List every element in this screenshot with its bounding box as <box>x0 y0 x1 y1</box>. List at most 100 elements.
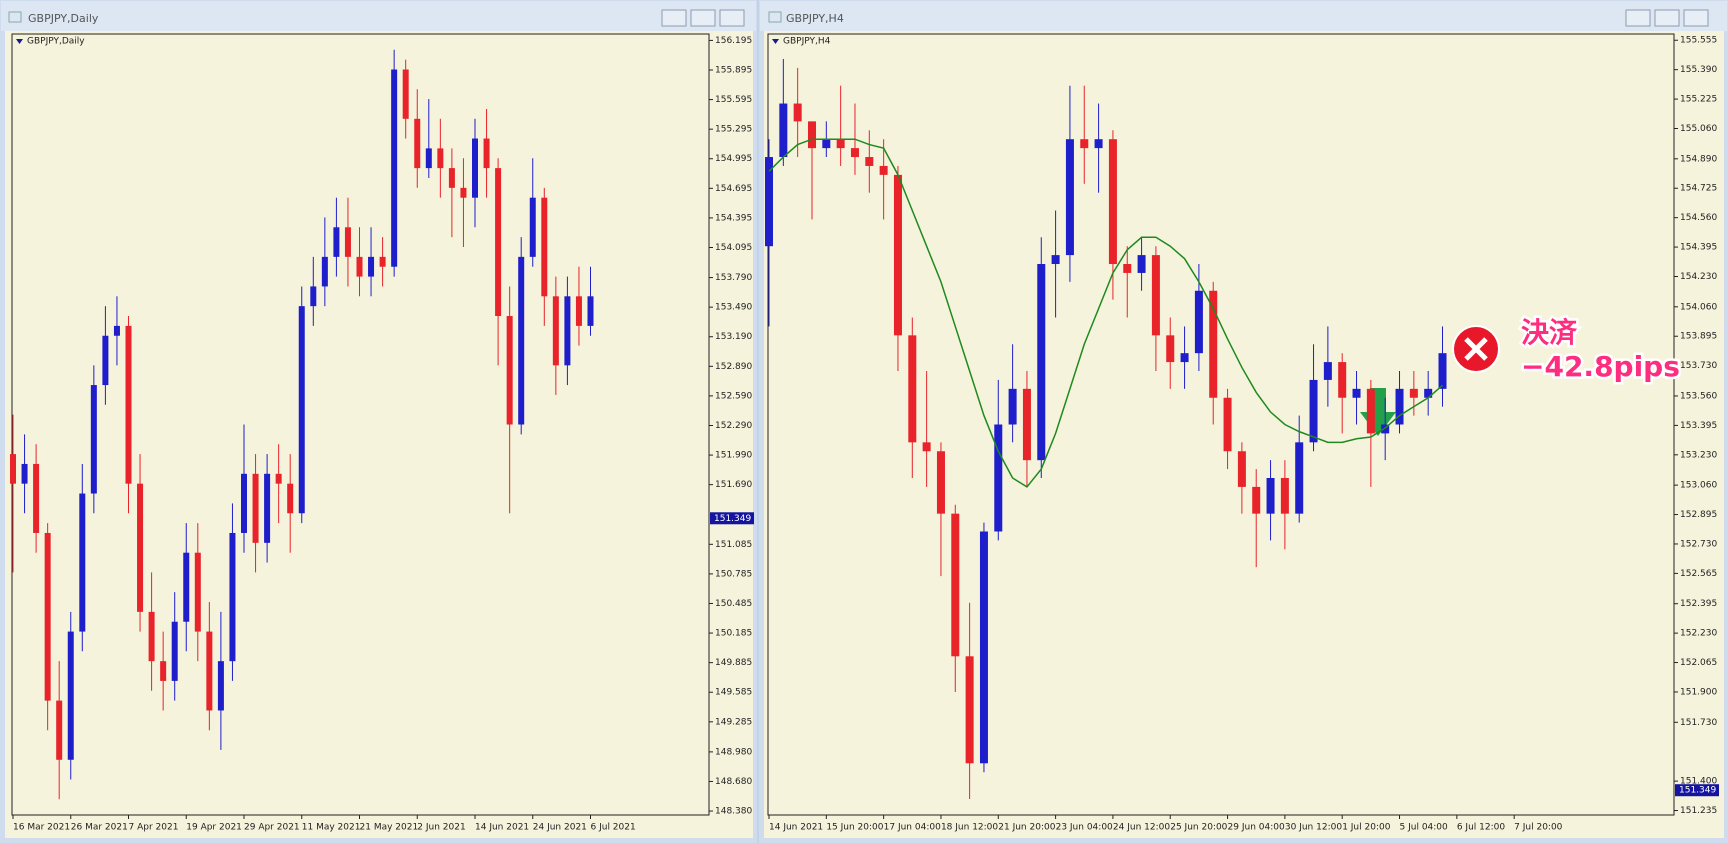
candle-body <box>402 69 409 119</box>
candle-body <box>879 165 888 175</box>
y-tick-label: 151.990 <box>715 451 752 461</box>
candle-body <box>379 256 386 267</box>
candle-body <box>518 256 525 425</box>
chart-label-icon <box>772 39 779 44</box>
close-button[interactable] <box>719 9 745 27</box>
x-tick-label: 25 Jun 20:00 <box>1170 823 1227 833</box>
candle-body <box>1137 255 1146 273</box>
candle-body <box>171 621 178 681</box>
candle-body <box>1151 255 1160 336</box>
y-tick-label: 150.785 <box>715 569 752 579</box>
candle-body <box>1395 388 1404 425</box>
candle-body <box>321 256 328 287</box>
candle-body <box>1080 139 1089 149</box>
minimize-button[interactable] <box>661 9 687 27</box>
x-tick-label: 7 Apr 2021 <box>129 823 179 833</box>
x-tick-label: 14 Jun 2021 <box>769 823 823 833</box>
y-tick-label: 148.680 <box>715 777 752 787</box>
candle-body <box>865 157 874 166</box>
y-tick-label: 153.730 <box>1680 361 1717 371</box>
y-tick-label: 153.560 <box>1680 391 1717 401</box>
x-tick-label: 23 Jun 04:00 <box>1056 823 1113 833</box>
y-tick-label: 153.395 <box>1680 421 1717 431</box>
candle-body <box>1295 442 1304 514</box>
y-tick-label: 152.590 <box>715 391 752 401</box>
x-tick-label: 1 Jul 20:00 <box>1342 823 1391 833</box>
candle-body <box>1438 353 1447 389</box>
maximize-button[interactable] <box>690 9 716 27</box>
plot-frame <box>767 33 1675 816</box>
candle-body <box>448 168 455 188</box>
current-price-label: 151.349 <box>1679 786 1716 796</box>
annotation: −42.8pips <box>1521 350 1680 383</box>
candle-body <box>67 631 74 760</box>
candle-body <box>1223 397 1232 452</box>
y-tick-label: 152.565 <box>1680 569 1717 579</box>
candle-body <box>575 296 582 326</box>
y-tick-label: 149.585 <box>715 688 752 698</box>
candle-body <box>994 424 1003 532</box>
y-tick-label: 155.555 <box>1680 36 1717 46</box>
maximize-button[interactable] <box>1654 9 1680 27</box>
chart-label: GBPJPY,Daily <box>27 37 85 47</box>
y-tick-label: 148.380 <box>715 807 752 817</box>
y-tick-label: 151.690 <box>715 480 752 490</box>
candle-body <box>1065 139 1074 256</box>
candle-body <box>264 473 271 543</box>
candle-body <box>822 139 831 149</box>
window-buttons[interactable] <box>661 9 1709 27</box>
candle-body <box>936 451 945 514</box>
candle-body <box>965 656 974 764</box>
candle-body <box>1280 477 1289 514</box>
candle-body <box>1323 362 1332 380</box>
candle-body <box>414 118 421 169</box>
y-tick-label: 150.185 <box>715 629 752 639</box>
y-tick-label: 153.490 <box>715 303 752 313</box>
candle-body <box>21 463 28 484</box>
y-tick-label: 155.060 <box>1680 124 1717 134</box>
minimize-button[interactable] <box>1625 9 1651 27</box>
candle-body <box>779 103 788 158</box>
x-tick-label: 5 Jul 04:00 <box>1400 823 1449 833</box>
close-button[interactable] <box>1683 9 1709 27</box>
x-tick-label: 29 Jun 04:00 <box>1228 823 1285 833</box>
candle-body <box>137 483 144 612</box>
x-tick-label: 21 Jun 20:00 <box>998 823 1055 833</box>
x-tick-label: 6 Jul 12:00 <box>1457 823 1506 833</box>
candle-body <box>183 552 190 622</box>
candle-body <box>564 296 571 366</box>
candle-body <box>1166 335 1175 363</box>
x-tick-label: 15 Jun 20:00 <box>826 823 883 833</box>
y-tick-label: 153.230 <box>1680 450 1717 460</box>
candle-body <box>1381 424 1390 434</box>
candle-body <box>765 157 773 247</box>
candle-body <box>1180 353 1189 363</box>
candle-body <box>552 296 559 366</box>
candle-body <box>252 473 259 543</box>
candle-body <box>217 661 224 711</box>
x-tick-label: 14 Jun 2021 <box>475 823 529 833</box>
y-tick-label: 154.560 <box>1680 213 1717 223</box>
y-tick-label: 153.060 <box>1680 481 1717 491</box>
candle-body <box>541 197 548 297</box>
y-tick-label: 154.725 <box>1680 184 1717 194</box>
x-tick-label: 17 Jun 04:00 <box>884 823 941 833</box>
y-tick-label: 148.980 <box>715 747 752 757</box>
y-tick-label: 149.885 <box>715 658 752 668</box>
candle-body <box>368 256 375 277</box>
x-tick-label: 11 May 2021 <box>302 823 361 833</box>
candle-body <box>1309 379 1318 443</box>
y-tick-label: 154.890 <box>1680 154 1717 164</box>
candle-body <box>333 227 340 257</box>
x-tick-label: 19 Apr 2021 <box>186 823 242 833</box>
x-tick-label: 24 Jun 12:00 <box>1113 823 1170 833</box>
y-tick-label: 152.395 <box>1680 599 1717 609</box>
candle-body <box>836 139 845 149</box>
candle-body <box>287 483 294 514</box>
candle-body <box>194 552 201 632</box>
candle-body <box>148 611 155 662</box>
candle-body <box>506 316 513 425</box>
candle-body <box>1194 290 1203 354</box>
y-tick-label: 154.395 <box>1680 243 1717 253</box>
y-tick-label: 152.895 <box>1680 510 1717 520</box>
